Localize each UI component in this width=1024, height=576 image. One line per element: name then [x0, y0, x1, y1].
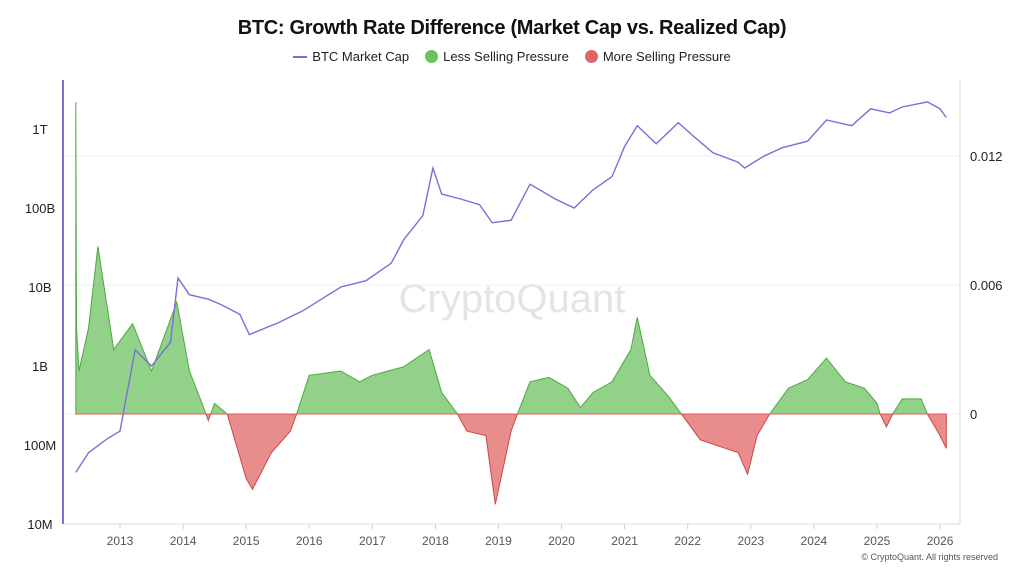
legend-item-market-cap[interactable]: BTC Market Cap: [293, 49, 409, 64]
x-tick-label: 2017: [359, 534, 386, 548]
x-tick-label: 2022: [674, 534, 701, 548]
x-tick-label: 2016: [296, 534, 323, 548]
right-tick-label: 0.006: [970, 278, 1003, 293]
legend-dot-swatch: [425, 50, 439, 63]
left-tick-label: 1B: [32, 359, 48, 374]
left-tick-label: 100B: [25, 201, 55, 216]
legend-dot-swatch: [584, 50, 598, 63]
left-tick-label: 10M: [27, 517, 52, 532]
x-tick-label: 2015: [233, 534, 260, 548]
x-tick-label: 2026: [927, 534, 954, 548]
right-tick-label: 0.012: [970, 149, 1003, 164]
left-tick-label: 10B: [28, 280, 51, 295]
legend: BTC Market Cap Less Selling Pressure Mor…: [0, 49, 1024, 64]
x-tick-label: 2021: [611, 534, 638, 548]
x-tick-label: 2014: [170, 534, 197, 548]
x-tick-label: 2013: [107, 534, 134, 548]
left-tick-label: 1T: [32, 122, 47, 137]
x-tick-label: 2019: [485, 534, 512, 548]
left-tick-label: 100M: [24, 438, 57, 453]
market-cap-line: [75, 101, 947, 473]
x-tick-label: 2020: [548, 534, 575, 548]
watermark: CryptoQuant: [399, 277, 626, 321]
more-selling-pressure-area: [75, 414, 947, 505]
legend-label: Less Selling Pressure: [443, 49, 569, 64]
x-tick-label: 2018: [422, 534, 449, 548]
right-tick-label: 0: [970, 407, 977, 422]
legend-label: BTC Market Cap: [312, 49, 410, 64]
less-selling-pressure-area: [75, 102, 947, 414]
legend-item-more-selling[interactable]: More Selling Pressure: [584, 49, 731, 64]
legend-item-less-selling[interactable]: Less Selling Pressure: [425, 49, 569, 64]
x-tick-label: 2025: [864, 534, 891, 548]
legend-line-swatch: [293, 55, 308, 58]
legend-label: More Selling Pressure: [602, 49, 731, 64]
x-tick-label: 2024: [801, 534, 828, 548]
chart-title: BTC: Growth Rate Difference (Market Cap …: [237, 17, 787, 39]
copyright: © CryptoQuant. All rights reserved: [861, 552, 998, 562]
x-tick-label: 2023: [737, 534, 764, 548]
